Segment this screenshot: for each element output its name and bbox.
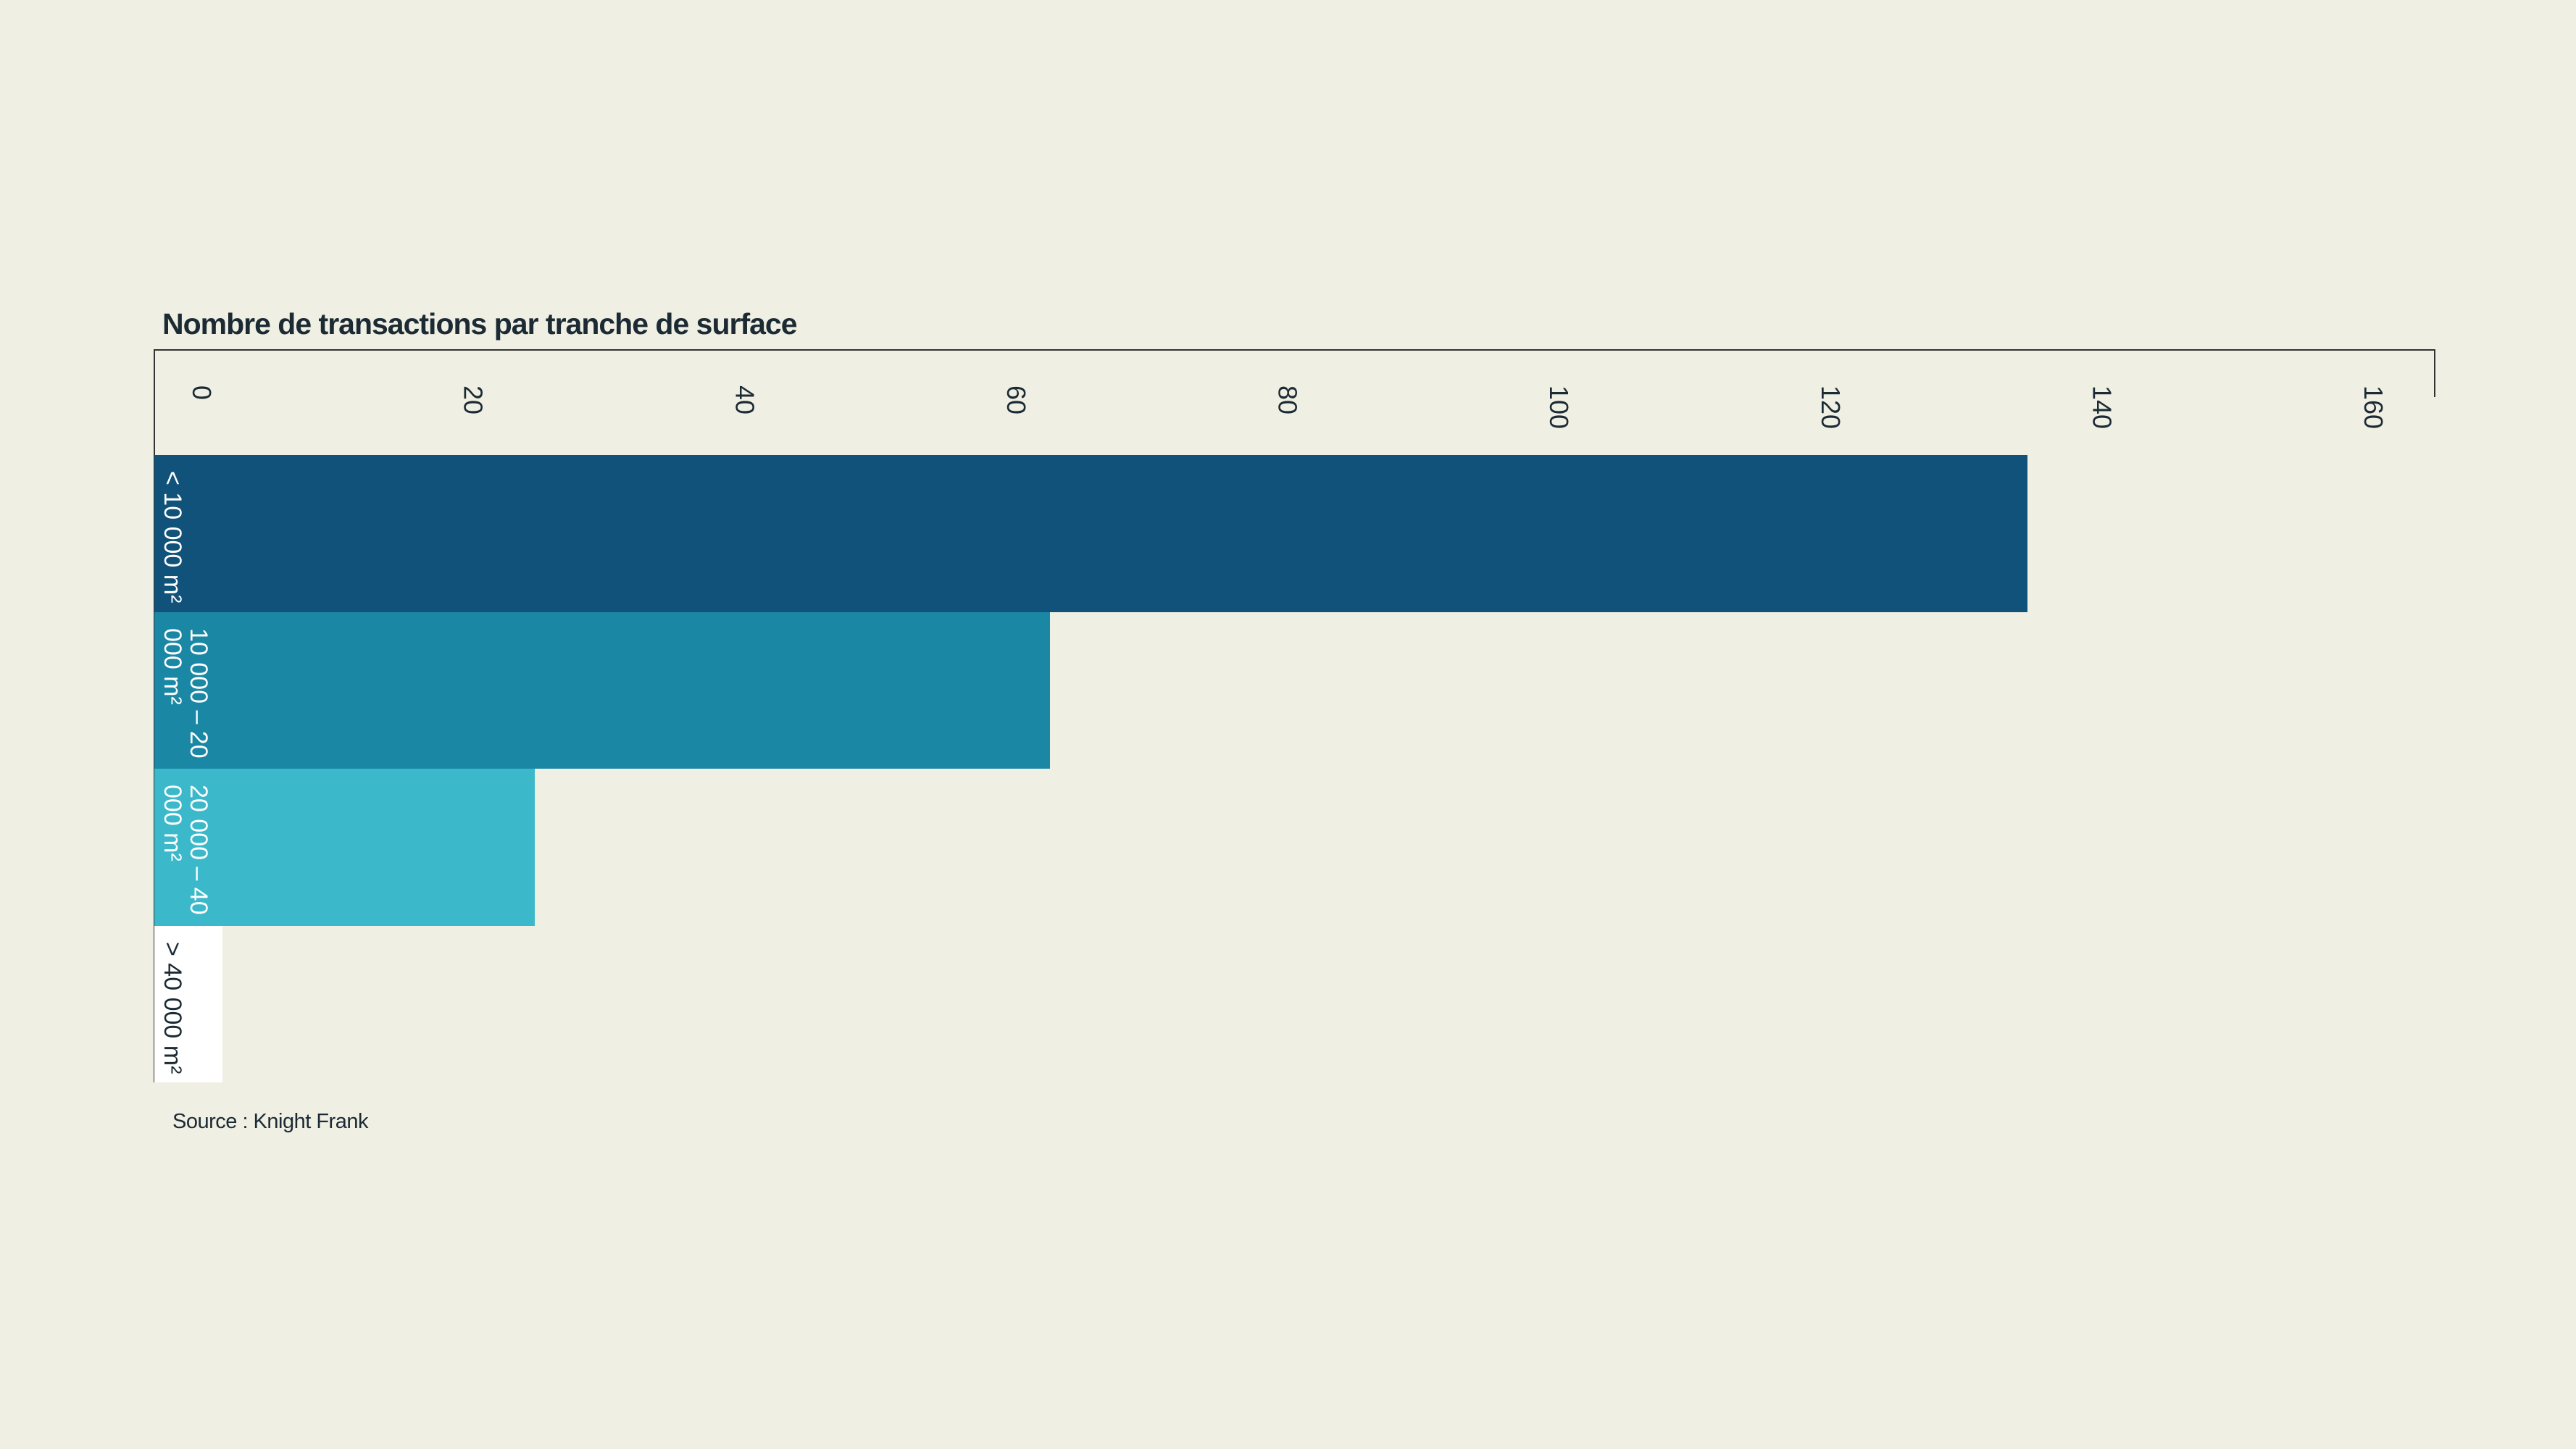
bar <box>154 611 1051 769</box>
frame-right <box>2434 349 2435 397</box>
x-tick-label: 100 <box>1544 385 1575 430</box>
frame-top <box>154 349 2435 351</box>
x-tick-label: 20 <box>458 385 488 415</box>
category-label: 20 000 – 40 000 m² <box>159 785 212 915</box>
source-note: Source : Knight Frank <box>172 1110 368 1133</box>
bar <box>154 925 222 1082</box>
x-tick-label: 120 <box>1815 385 1846 430</box>
category-label: < 10 000 m² <box>159 471 186 604</box>
x-tick-label: 60 <box>1001 385 1031 415</box>
bar <box>154 455 2028 612</box>
x-tick-label: 160 <box>2359 385 2389 430</box>
category-label: 10 000 – 20 000 m² <box>159 627 212 759</box>
bar <box>154 769 535 926</box>
x-tick-label: 40 <box>730 385 760 415</box>
x-tick-label: 80 <box>1272 385 1303 415</box>
x-tick-label: 0 <box>187 385 217 401</box>
x-tick-label: 140 <box>2087 385 2117 430</box>
category-label: > 40 000 m² <box>159 941 186 1074</box>
chart-title: Nombre de transactions par tranche de su… <box>162 307 798 341</box>
